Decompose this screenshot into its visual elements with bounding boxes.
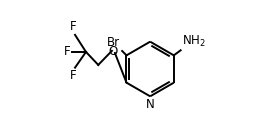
Text: F: F bbox=[70, 69, 77, 82]
Text: NH$_2$: NH$_2$ bbox=[182, 34, 206, 49]
Text: O: O bbox=[109, 45, 118, 58]
Text: N: N bbox=[146, 98, 155, 111]
Text: Br: Br bbox=[107, 36, 120, 49]
Text: F: F bbox=[64, 45, 70, 58]
Text: F: F bbox=[70, 20, 77, 33]
